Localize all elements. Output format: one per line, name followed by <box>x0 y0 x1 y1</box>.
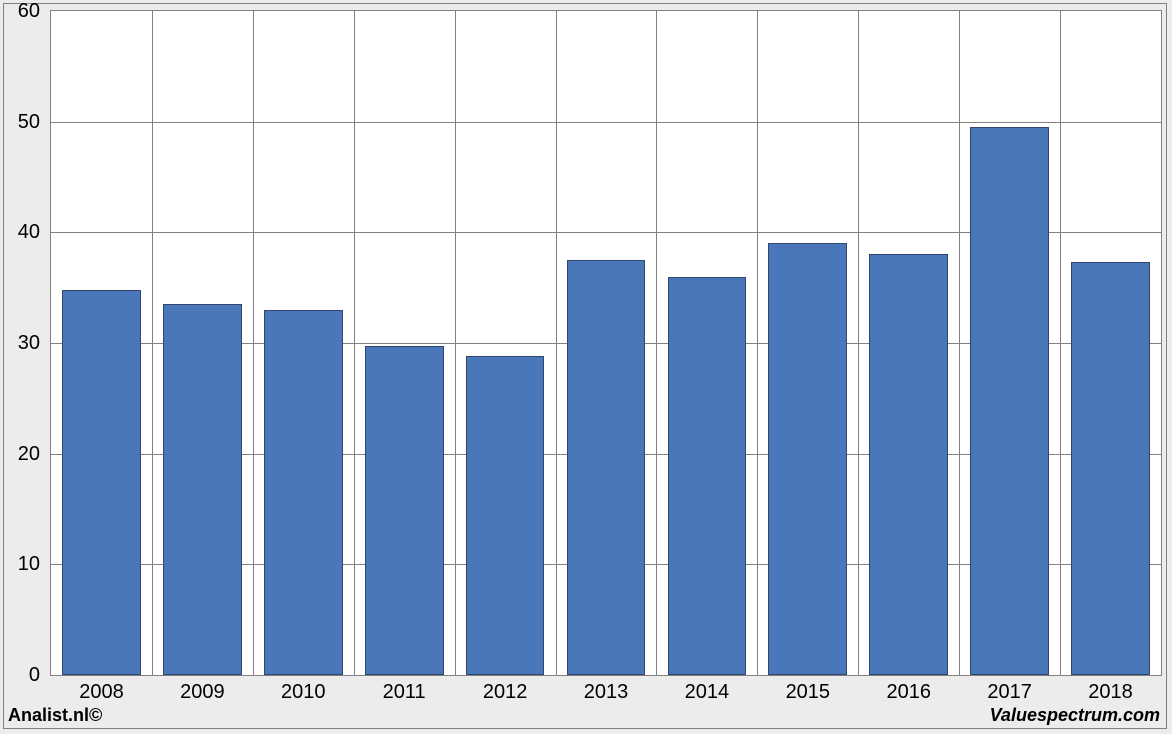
gridline-vertical <box>556 11 557 675</box>
chart-frame: 0102030405060 20082009201020112012201320… <box>3 3 1167 729</box>
gridline-vertical <box>858 11 859 675</box>
bar <box>567 260 646 675</box>
gridline-vertical <box>959 11 960 675</box>
footer-right-label: Valuespectrum.com <box>990 705 1160 726</box>
footer-left-label: Analist.nl© <box>8 705 102 726</box>
gridline-vertical <box>656 11 657 675</box>
x-tick-label: 2018 <box>1060 682 1161 702</box>
x-tick-label: 2015 <box>757 682 858 702</box>
gridline-vertical <box>354 11 355 675</box>
gridline-vertical <box>455 11 456 675</box>
bar <box>163 304 242 675</box>
gridline-vertical <box>1060 11 1061 675</box>
x-tick-label: 2010 <box>253 682 354 702</box>
bar <box>1071 262 1150 675</box>
y-tick-label: 40 <box>4 222 40 242</box>
x-tick-label: 2017 <box>959 682 1060 702</box>
bar <box>264 310 343 675</box>
gridline-vertical <box>152 11 153 675</box>
y-tick-label: 50 <box>4 112 40 132</box>
bar <box>62 290 141 675</box>
bar <box>466 356 545 675</box>
x-tick-label: 2012 <box>455 682 556 702</box>
gridline-vertical <box>757 11 758 675</box>
plot-area <box>50 10 1162 676</box>
y-tick-label: 0 <box>4 665 40 685</box>
bar <box>869 254 948 675</box>
bar <box>970 127 1049 675</box>
bar <box>668 277 747 675</box>
y-tick-label: 20 <box>4 444 40 464</box>
bar <box>768 243 847 675</box>
x-tick-label: 2014 <box>656 682 757 702</box>
bar <box>365 346 444 675</box>
y-tick-label: 10 <box>4 554 40 574</box>
x-tick-label: 2016 <box>858 682 959 702</box>
y-tick-label: 30 <box>4 333 40 353</box>
y-tick-label: 60 <box>4 1 40 21</box>
x-tick-label: 2008 <box>51 682 152 702</box>
gridline-horizontal <box>51 122 1161 123</box>
x-tick-label: 2011 <box>354 682 455 702</box>
gridline-vertical <box>253 11 254 675</box>
x-tick-label: 2013 <box>556 682 657 702</box>
x-tick-label: 2009 <box>152 682 253 702</box>
